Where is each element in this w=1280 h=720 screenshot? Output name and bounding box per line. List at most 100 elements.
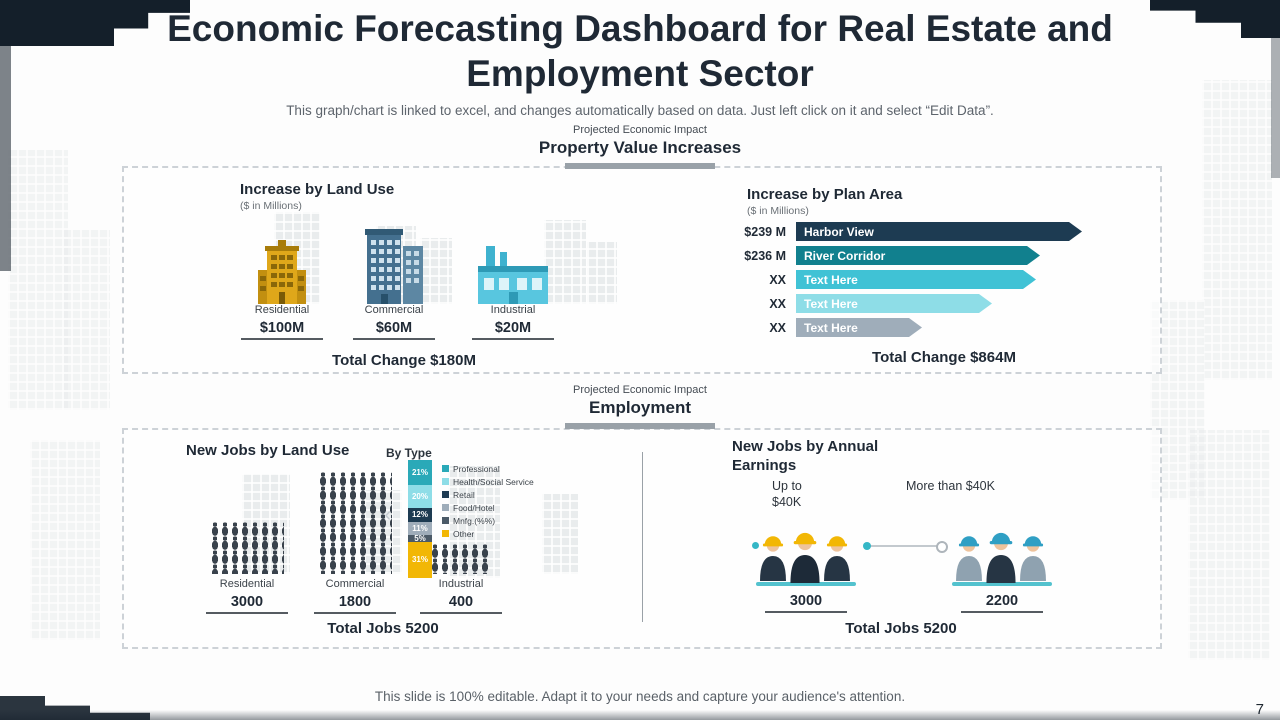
bar-label: River Corridor (804, 248, 886, 263)
skyline-building (30, 440, 100, 640)
earnings-value: 3000 (746, 592, 866, 613)
segment-percent: 21% (411, 468, 428, 477)
property-section-header: Projected Economic Impact Property Value… (0, 124, 1280, 169)
plan-area-bar[interactable]: Text Here (796, 318, 922, 337)
section-eyebrow: Projected Economic Impact (573, 124, 707, 136)
section-underline (565, 163, 715, 169)
panel-divider (642, 452, 643, 622)
earnings-value-text: 2200 (961, 593, 1043, 613)
plan-area-bar-row: $239 M Harbor View (734, 222, 1154, 241)
bar-label: Text Here (804, 320, 858, 335)
stack-segment[interactable]: 31% (408, 542, 432, 578)
connector-dot-open (936, 541, 948, 553)
worker-icon (956, 536, 982, 581)
jobs-column-residential: Residential 3000 (192, 578, 302, 614)
plan-area-bar[interactable]: Harbor View (796, 222, 1082, 241)
stack-segment[interactable]: 20% (408, 485, 432, 508)
section-title: Property Value Increases (538, 138, 742, 157)
crowd-industrial[interactable] (430, 544, 492, 574)
stack-segment[interactable]: 5% (408, 535, 432, 542)
legend-row: Health/Social Service (442, 475, 534, 488)
skyline-building (542, 494, 578, 574)
page-title: Economic Forecasting Dashboard for Real … (167, 8, 1113, 95)
land-use-column-commercial[interactable]: Commercial $60M (339, 212, 449, 340)
plan-area-chart-unit: ($ in Millions) (747, 205, 809, 217)
plan-area-bar[interactable]: Text Here (796, 270, 1036, 289)
plan-area-bar-row: $236 M River Corridor (734, 246, 1154, 265)
earnings-group-label: Up to $40K (772, 479, 802, 510)
segment-percent: 31% (411, 555, 428, 564)
worker-icon (760, 536, 786, 581)
legend-label: Retail (453, 489, 475, 500)
bar-value: XX (769, 296, 786, 311)
corner-decoration (1150, 0, 1280, 38)
property-value-panel: Increase by Land Use ($ in Millions) (122, 166, 1162, 374)
employment-panel: New Jobs by Land Use Residential 3000 Co… (122, 428, 1162, 649)
jobs-land-use-title: New Jobs by Land Use (186, 442, 350, 459)
legend-label: Professional (453, 463, 500, 474)
commercial-building-icon (365, 229, 423, 304)
category-value: 3000 (206, 594, 288, 614)
category-label: Industrial (438, 578, 484, 590)
bar-label: Text Here (804, 296, 858, 311)
worker-icon (790, 532, 820, 583)
bar-value: XX (769, 320, 786, 335)
segment-percent: 20% (411, 492, 428, 501)
slide-footer: This slide is 100% editable. Adapt it to… (374, 689, 906, 704)
skyline-building (587, 242, 617, 304)
worker-group-more-than-40k[interactable] (942, 506, 1062, 588)
stack-segment[interactable]: 11% (408, 522, 432, 535)
plan-area-bar-chart[interactable]: $239 M Harbor View $236 M River Corridor… (734, 222, 1154, 342)
crowd-commercial[interactable] (318, 472, 392, 574)
by-type-stacked-bar[interactable]: 21% 20% 12% 11% 5% 31% (408, 460, 432, 578)
legend-row: Mnfg.(%%) (442, 514, 534, 527)
legend-swatch (442, 517, 449, 524)
legend-label: Mnfg.(%%) (453, 515, 496, 526)
legend-swatch (442, 465, 449, 472)
stack-segment[interactable]: 12% (408, 508, 432, 522)
category-value: $20M (472, 320, 554, 340)
plan-area-bar[interactable]: River Corridor (796, 246, 1040, 265)
edge-decoration (0, 46, 11, 271)
plan-area-total: Total Change $864M (872, 349, 1016, 366)
connector-dot-filled (863, 542, 871, 550)
jobs-column-industrial: Industrial 400 (406, 578, 516, 614)
skyline-building (1202, 80, 1272, 380)
plan-area-bar[interactable]: Text Here (796, 294, 992, 313)
jobs-land-use-total: Total Jobs 5200 (327, 620, 439, 637)
platform (952, 582, 1052, 586)
plan-area-chart-title: Increase by Plan Area (747, 186, 903, 203)
worker-icon (824, 536, 850, 581)
category-label: Residential (219, 578, 275, 590)
plan-area-bar-row: XX Text Here (734, 270, 1154, 289)
segment-percent: 11% (412, 524, 428, 533)
legend-label: Other (453, 528, 475, 539)
worker-group-up-to-40k[interactable] (746, 506, 866, 588)
by-type-title: By Type (386, 446, 432, 460)
plan-area-bar-row: XX Text Here (734, 318, 1154, 337)
skyline-building (8, 150, 68, 410)
worker-icon (1020, 536, 1046, 581)
legend-row: Other (442, 527, 534, 540)
land-use-chart-unit: ($ in Millions) (240, 200, 302, 212)
land-use-column-industrial[interactable]: Industrial $20M (458, 212, 568, 340)
segment-percent: 5% (414, 535, 426, 542)
category-label: Industrial (490, 304, 536, 316)
land-use-column-residential[interactable]: Residential $100M (227, 212, 337, 340)
bar-label: Harbor View (804, 224, 874, 239)
skyline-building (62, 230, 110, 410)
earnings-value: 2200 (942, 592, 1062, 613)
employment-section-header: Projected Economic Impact Employment (0, 384, 1280, 429)
section-eyebrow: Projected Economic Impact (573, 384, 707, 396)
legend-swatch (442, 491, 449, 498)
land-use-total: Total Change $180M (332, 352, 476, 369)
legend-swatch (442, 478, 449, 485)
industrial-building-icon (478, 246, 548, 304)
stack-segment[interactable]: 21% (408, 460, 432, 485)
crowd-residential[interactable] (210, 522, 284, 574)
earnings-total: Total Jobs 5200 (845, 620, 957, 637)
jobs-column-commercial: Commercial 1800 (300, 578, 410, 614)
category-label: Residential (254, 304, 310, 316)
section-underline (565, 423, 715, 429)
